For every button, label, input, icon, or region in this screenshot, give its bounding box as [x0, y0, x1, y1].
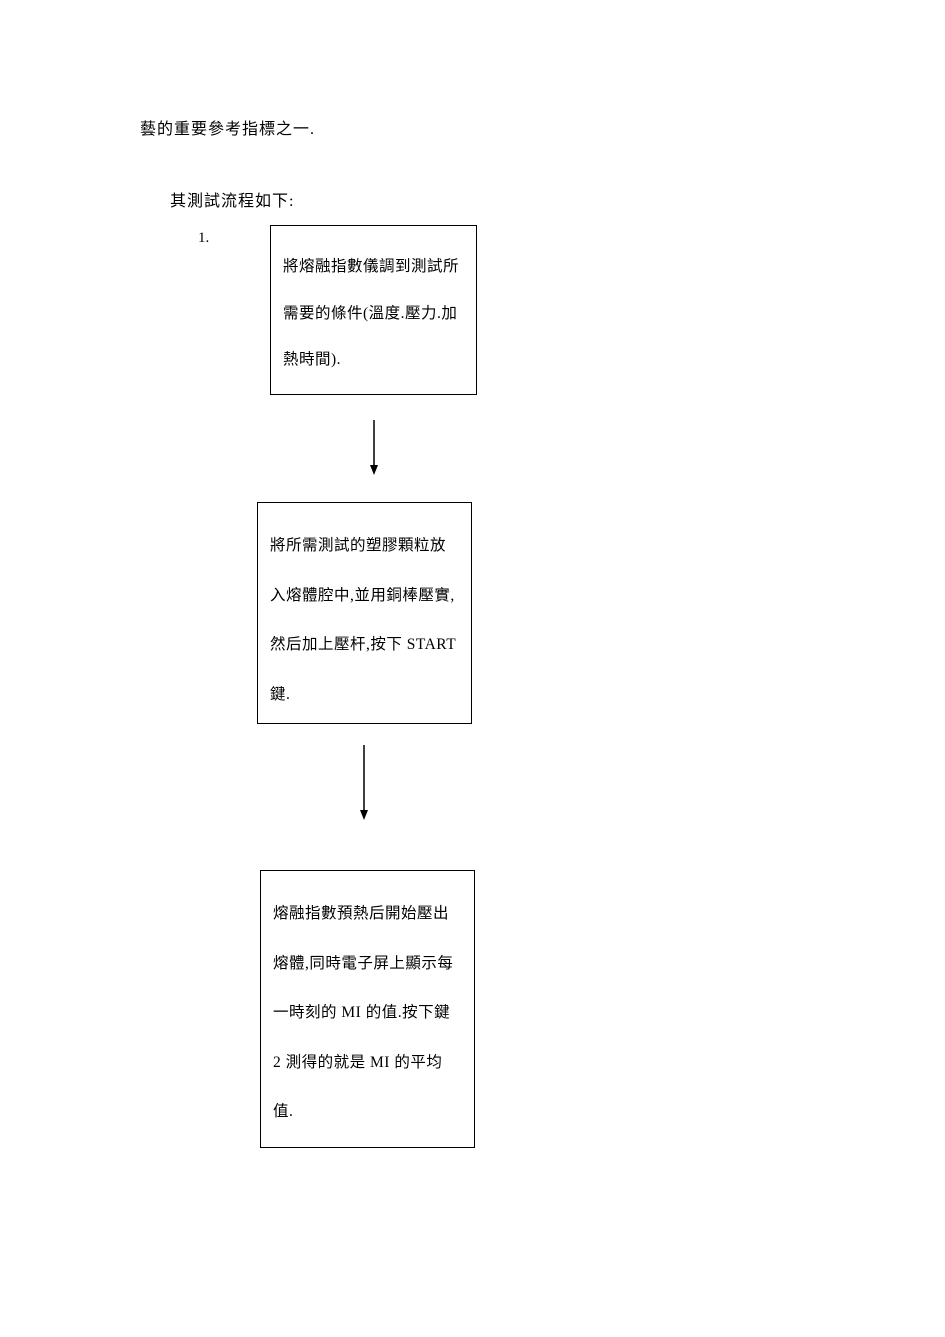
list-number: 1.: [198, 230, 209, 247]
paragraph-continuation: 藝的重要參考指標之一.: [140, 115, 820, 139]
arrow-2: [358, 745, 360, 820]
flow-step-3-text: 熔融指數預熱后開始壓出熔體,同時電子屏上顯示每一時刻的 MI 的值.按下鍵 2 …: [273, 905, 453, 1120]
flow-step-1: 將熔融指數儀調到測試所需要的條件(溫度.壓力.加熱時間).: [270, 225, 477, 395]
intro-line: 其測試流程如下:: [170, 187, 820, 211]
flow-step-1-text: 將熔融指數儀調到測試所需要的條件(溫度.壓力.加熱時間).: [283, 258, 459, 368]
flow-step-2-text: 將所需測試的塑膠顆粒放入熔體腔中,並用銅棒壓實,然后加上壓杆,按下 START …: [270, 537, 456, 703]
flow-step-2: 將所需測試的塑膠顆粒放入熔體腔中,並用銅棒壓實,然后加上壓杆,按下 START …: [257, 502, 472, 724]
flow-step-3: 熔融指數預熱后開始壓出熔體,同時電子屏上顯示每一時刻的 MI 的值.按下鍵 2 …: [260, 870, 475, 1148]
arrow-1: [368, 420, 370, 475]
document-body: 藝的重要參考指標之一. 其測試流程如下:: [140, 115, 820, 211]
